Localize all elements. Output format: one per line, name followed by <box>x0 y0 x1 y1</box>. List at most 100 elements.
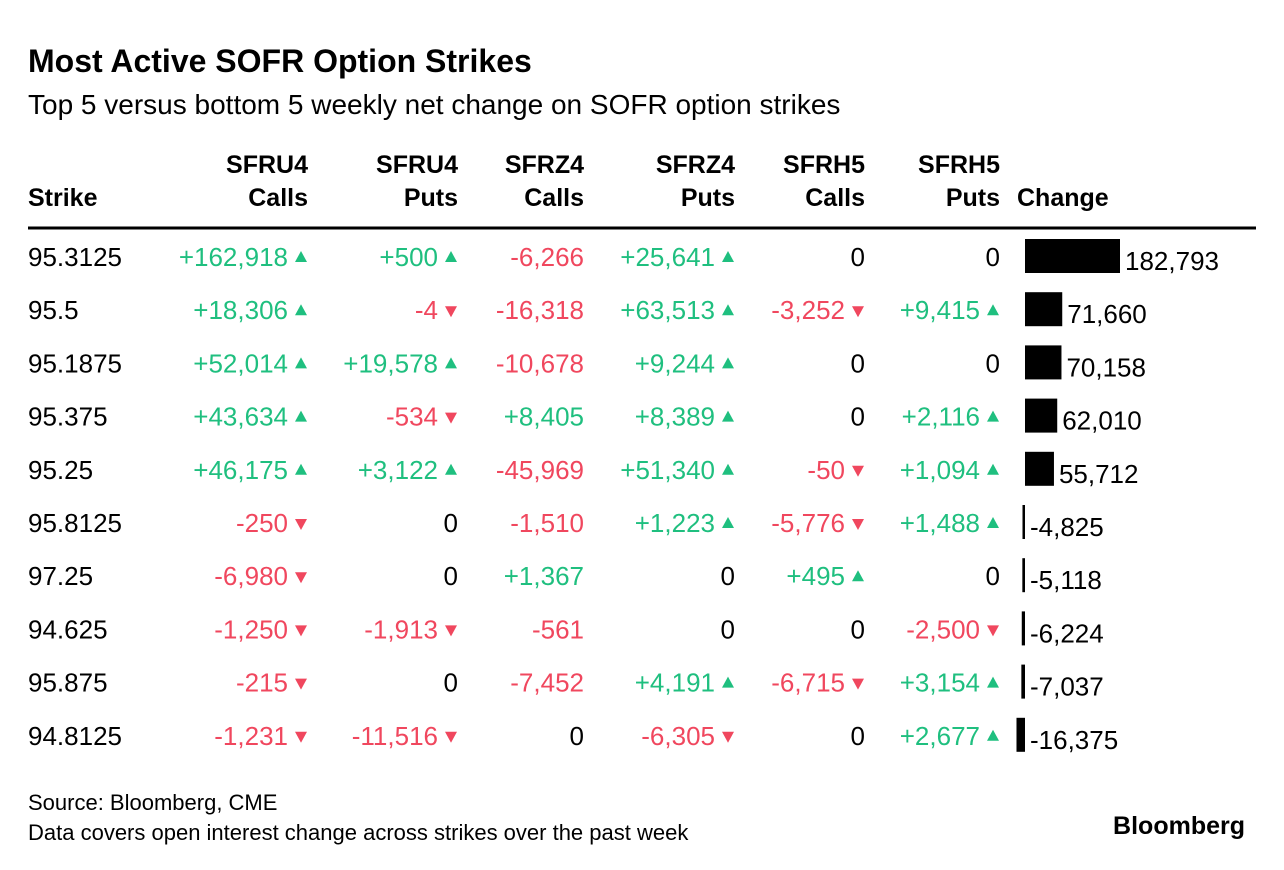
up-arrow <box>722 676 734 688</box>
strike: 94.8125 <box>28 721 122 751</box>
up-arrow <box>295 304 307 316</box>
change-bar <box>1016 717 1025 752</box>
cell-value: -16,318 <box>496 295 584 325</box>
change-label: -5,118 <box>1030 565 1102 595</box>
strike: 94.625 <box>28 614 108 644</box>
down-arrow <box>852 465 864 477</box>
up-arrow <box>722 517 734 528</box>
cell-value: +1,367 <box>504 561 584 591</box>
cell-value: +162,918 <box>179 242 288 272</box>
strike: 97.25 <box>28 561 93 591</box>
brand: Bloomberg <box>1113 812 1245 840</box>
cell-value: 0 <box>986 561 1000 591</box>
cell-value: -1,250 <box>214 614 288 644</box>
cell-value: -2,500 <box>906 614 980 644</box>
up-arrow <box>445 357 457 369</box>
cell-value: 0 <box>851 348 865 378</box>
cell-value: -1,510 <box>510 508 584 538</box>
cell-value: 0 <box>570 721 584 751</box>
cell-value: +51,340 <box>620 455 715 485</box>
up-arrow <box>722 463 734 475</box>
up-arrow <box>987 410 999 422</box>
cell-value: 0 <box>851 721 865 751</box>
down-arrow <box>445 412 457 424</box>
cell-value: +19,578 <box>343 348 438 378</box>
change-bar <box>1025 451 1054 486</box>
column-header: Calls <box>248 184 308 212</box>
cell-value: -1,231 <box>214 721 288 751</box>
column-header: Puts <box>681 184 735 212</box>
down-arrow <box>722 731 734 743</box>
strike: 95.5 <box>28 295 79 325</box>
change-bar <box>1021 664 1025 699</box>
change-bar <box>1025 239 1120 273</box>
source: Source: Bloomberg, CME <box>28 790 277 815</box>
cell-value: 0 <box>721 561 735 591</box>
cell-value: -534 <box>386 402 438 432</box>
cell-value: +1,223 <box>635 508 715 538</box>
cell-value: -561 <box>532 614 584 644</box>
strike: 95.1875 <box>28 348 122 378</box>
down-arrow <box>852 678 864 690</box>
column-header: SFRZ4 <box>505 151 584 179</box>
cell-value: -6,715 <box>771 668 845 698</box>
cell-value: -10,678 <box>496 348 584 378</box>
cell-value: -4 <box>415 295 438 325</box>
up-arrow <box>295 357 307 369</box>
cell-value: +2,677 <box>900 721 980 751</box>
column-header: Calls <box>805 184 865 212</box>
column-header: SFRH5 <box>918 151 1000 179</box>
cell-value: -7,452 <box>510 668 584 698</box>
change-label: 55,712 <box>1059 459 1139 489</box>
down-arrow <box>295 731 307 743</box>
cell-value: 0 <box>721 614 735 644</box>
down-arrow <box>987 625 999 637</box>
change-label: -6,224 <box>1030 618 1104 648</box>
strike: 95.375 <box>28 402 108 432</box>
column-header: Calls <box>524 184 584 212</box>
cell-value: +3,122 <box>358 455 438 485</box>
cell-value: +9,244 <box>635 348 715 378</box>
change-bar <box>1022 505 1025 539</box>
down-arrow <box>445 306 457 318</box>
up-arrow <box>987 517 999 528</box>
change-label: -7,037 <box>1030 672 1104 702</box>
column-header: SFRH5 <box>783 151 865 179</box>
cell-value: 0 <box>444 508 458 538</box>
cell-value: -6,305 <box>641 721 715 751</box>
cell-value: +4,191 <box>635 668 715 698</box>
up-arrow <box>987 676 999 688</box>
up-arrow <box>295 463 307 475</box>
change-label: 62,010 <box>1062 406 1142 436</box>
column-header: SFRZ4 <box>656 151 735 179</box>
up-arrow <box>987 729 999 741</box>
change-bar <box>1021 611 1025 646</box>
cell-value: 0 <box>986 348 1000 378</box>
cell-value: +1,094 <box>900 455 980 485</box>
cell-value: +46,175 <box>193 455 288 485</box>
down-arrow <box>852 306 864 318</box>
cell-value: +18,306 <box>193 295 288 325</box>
change-bar <box>1025 292 1063 327</box>
cell-value: +1,488 <box>900 508 980 538</box>
up-arrow <box>722 304 734 316</box>
subtitle: Top 5 versus bottom 5 weekly net change … <box>28 89 840 120</box>
change-bar <box>1022 558 1025 593</box>
change-bar <box>1025 345 1062 380</box>
cell-value: -3,252 <box>771 295 845 325</box>
cell-value: 0 <box>851 402 865 432</box>
column-header: Change <box>1017 184 1109 212</box>
up-arrow <box>295 251 307 262</box>
change-label: 71,660 <box>1067 299 1147 329</box>
cell-value: -250 <box>236 508 288 538</box>
cell-value: -5,776 <box>771 508 845 538</box>
cell-value: +8,405 <box>504 402 584 432</box>
down-arrow <box>852 519 864 530</box>
cell-value: 0 <box>851 242 865 272</box>
cell-value: 0 <box>444 668 458 698</box>
cell-value: -215 <box>236 668 288 698</box>
up-arrow <box>722 410 734 422</box>
cell-value: 0 <box>851 614 865 644</box>
change-label: -4,825 <box>1030 512 1104 542</box>
